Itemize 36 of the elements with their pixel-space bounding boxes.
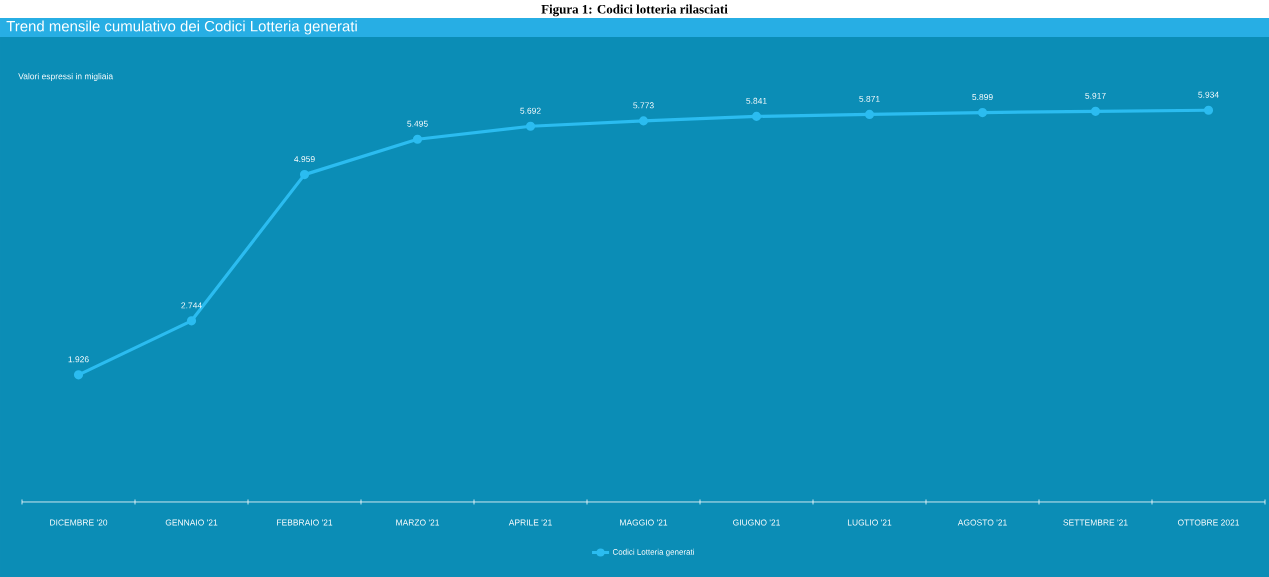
data-label: 4.959 — [294, 156, 315, 163]
x-tick-label: SETTEMBRE '21 — [1063, 519, 1128, 526]
data-label: 2.744 — [181, 302, 202, 309]
data-label: 5.917 — [1085, 92, 1106, 99]
x-tick-label: FEBBRAIO '21 — [277, 519, 333, 526]
data-label: 5.495 — [407, 120, 428, 127]
point — [751, 111, 762, 121]
x-tick-label: APRILE '21 — [508, 519, 552, 526]
data-label: 1.926 — [68, 356, 89, 363]
x-tick-label: GENNAIO '21 — [165, 519, 218, 526]
data-label: 5.692 — [520, 107, 541, 114]
data-label: 5.899 — [972, 94, 993, 101]
point — [73, 370, 84, 380]
x-tick-label: OTTOBRE 2021 — [1177, 519, 1240, 526]
point — [1203, 105, 1214, 115]
x-tick-label: AGOSTO '21 — [957, 519, 1007, 526]
point — [638, 116, 649, 126]
point — [864, 109, 875, 119]
data-label: 5.934 — [1198, 91, 1219, 98]
x-tick-label: MAGGIO '21 — [620, 519, 668, 526]
data-label: 5.841 — [746, 97, 767, 104]
point — [186, 316, 197, 326]
data-label: 5.871 — [859, 95, 880, 102]
x-tick-label: LUGLIO '21 — [847, 519, 892, 526]
point — [412, 134, 423, 144]
point — [525, 121, 536, 131]
x-tick-label: DICEMBRE '20 — [50, 519, 108, 526]
point — [977, 107, 988, 118]
point — [1090, 106, 1101, 116]
text: Valori espressi in migliaia — [18, 73, 114, 81]
chart-subtitle: Trend mensile cumulativo dei Codici Lotteria generati — [6, 20, 357, 35]
data-label: 5.773 — [633, 102, 654, 109]
point — [299, 170, 310, 180]
chart-title: Figura 1: Codici lotteria rilasciati — [541, 4, 728, 17]
x-tick-label: MARZO '21 — [396, 519, 440, 526]
x-tick-label: GIUGNO '21 — [733, 519, 780, 526]
